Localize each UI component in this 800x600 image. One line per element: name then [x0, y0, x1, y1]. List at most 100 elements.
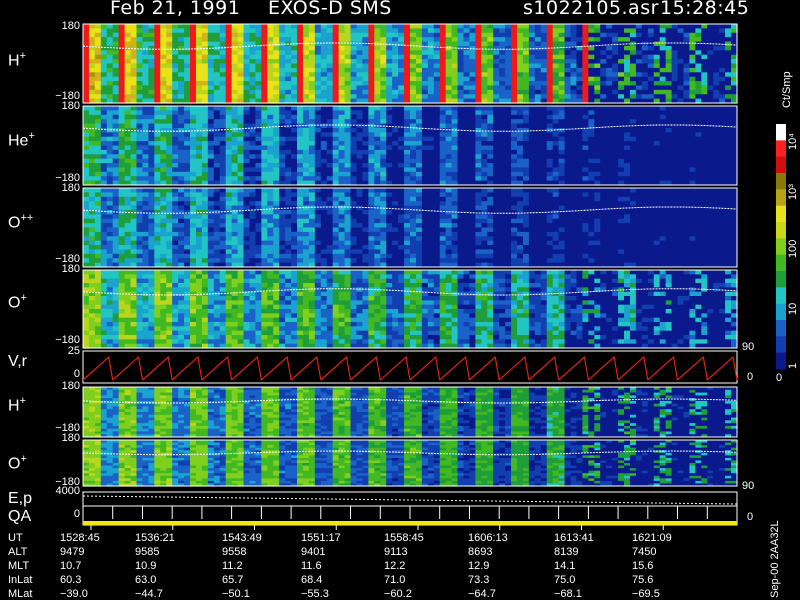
ephem-cell: 11.2 [222, 560, 243, 572]
colorbar-segment [776, 254, 786, 272]
panel-label-oplusplus: O++ [8, 212, 34, 232]
ephem-cell: 9558 [222, 546, 247, 558]
ytick-ep-max: 4000 [55, 485, 80, 497]
side-note: Sep-00 2AA32L [769, 520, 781, 598]
ytick-oplus-min: −180 [55, 334, 80, 346]
ytick-vr-min: 0 [73, 368, 80, 380]
panel-frame-vr [82, 350, 738, 384]
colorbar-tick-1e3: 10³ [787, 184, 799, 200]
panel-label-heplus: He+ [8, 130, 35, 150]
panel-label-oplus2: O+ [8, 453, 27, 473]
panel-label-qa: QA [8, 508, 32, 525]
ephem-label-inlat: InLat [8, 574, 33, 586]
panel-label-hplus: H+ [8, 50, 26, 70]
ephem-cell: 15.6 [632, 560, 654, 572]
ephem-label-mlt: MLT [8, 560, 30, 572]
header-time: 15:28:45 [660, 0, 750, 19]
ytick-hplus-min: −180 [55, 90, 80, 102]
colorbar-segment [776, 320, 786, 337]
ephem-cell: 14.1 [554, 560, 576, 572]
ephem-cell: −64.7 [468, 588, 496, 600]
colorbar-segment [776, 222, 786, 239]
ephem-cell: 1543:49 [222, 532, 262, 544]
colorbar-segment [776, 238, 786, 256]
spectrogram-panel [82, 270, 738, 349]
ephem-label-ut: UT [8, 532, 23, 544]
ephem-cell: −44.7 [135, 588, 163, 600]
colorbar-tick-100: 100 [787, 239, 799, 258]
ephem-cell: 9479 [60, 546, 85, 558]
colorbar-segment [776, 124, 786, 141]
potential-trace [82, 495, 738, 505]
colorbar-segment [776, 352, 786, 370]
ephem-cell: 7450 [632, 546, 657, 558]
ytick-heplus-max: 180 [61, 100, 80, 112]
ephem-cell: 75.6 [632, 574, 654, 586]
ytick-vr-max: 25 [67, 345, 80, 357]
header-mission: EXOS-D SMS [268, 0, 392, 19]
ephem-cell: −39.0 [60, 588, 88, 600]
spectrogram-panel [82, 440, 738, 487]
panel-frame [82, 439, 738, 487]
colorbar-tick-1e4: 10⁴ [787, 133, 799, 150]
colorbar-unit: Ct/Smp [781, 71, 793, 108]
ephem-cell: 8693 [468, 546, 493, 558]
ephem-cell: −68.1 [554, 588, 582, 600]
colorbar-segment [776, 287, 786, 305]
panel-frame [82, 187, 738, 268]
ephem-cell: 8139 [554, 546, 579, 558]
ephem-cell: 1621:09 [632, 532, 672, 544]
panel-label-vr: V,r [8, 353, 27, 370]
ephem-cell: 60.3 [60, 574, 82, 586]
ephem-cell: −60.2 [384, 588, 412, 600]
ephem-cell: 68.4 [301, 574, 323, 586]
ephem-cell: 1536:21 [135, 532, 175, 544]
ephem-cell: 10.9 [135, 560, 157, 572]
rtick-vr-0: 0 [747, 371, 754, 383]
energy-trace [82, 505, 737, 519]
panel-label-oplus: O+ [8, 292, 27, 312]
ephem-cell: −69.5 [632, 588, 660, 600]
ytick-oplus2-max: 180 [61, 432, 80, 444]
colorbar-segment [776, 336, 786, 354]
colorbar-segment [776, 189, 786, 207]
ephem-cell: 9585 [135, 546, 160, 558]
colorbar-tick-1: 1 [787, 362, 799, 369]
ephem-cell: 9401 [301, 546, 326, 558]
ephem-cell: 1613:41 [554, 532, 594, 544]
spectrogram-panel [82, 106, 738, 186]
colorbar-segment [776, 303, 786, 321]
ephem-cell: 12.9 [468, 560, 490, 572]
colorbar-segment [776, 140, 786, 158]
qa-bar [83, 521, 737, 525]
ytick-oplusplus-max: 180 [61, 182, 80, 194]
ytick-hplus2-max: 180 [61, 380, 80, 392]
ytick-oplus-max: 180 [61, 263, 80, 275]
colorbar-segment [776, 271, 786, 288]
header-file: s1022105.asr [523, 0, 659, 19]
panel-label-ep: E,p [8, 490, 33, 507]
ephem-cell: 1606:13 [468, 532, 508, 544]
colorbar-zero: 0 [776, 372, 783, 384]
ephem-cell: 1551:17 [301, 532, 341, 544]
ytick-oplus2-min: −180 [55, 476, 80, 488]
ytick-ep-min: 0 [73, 508, 80, 520]
ephem-label-mlat: MLat [8, 588, 33, 600]
rtick-oplus-90: 90 [742, 341, 755, 353]
spectrogram-panel [82, 387, 738, 438]
panel-label-hplus2: H+ [8, 395, 26, 415]
ytick-oplusplus-min: −180 [55, 253, 80, 265]
spectrogram-panel [82, 24, 738, 104]
colorbar-segment [776, 205, 786, 223]
panel-frame [82, 386, 738, 438]
ephem-cell: 1558:45 [384, 532, 424, 544]
colorbar-tick-10: 10 [787, 302, 799, 315]
ephem-cell: 75.0 [554, 574, 576, 586]
spectrogram-panel [82, 188, 738, 268]
rtick-oplus2-90: 90 [742, 480, 755, 492]
ytick-hplus-max: 180 [61, 20, 80, 32]
velocity-trace [82, 355, 738, 381]
panel-frame [82, 105, 738, 186]
panel-frame [82, 23, 738, 104]
